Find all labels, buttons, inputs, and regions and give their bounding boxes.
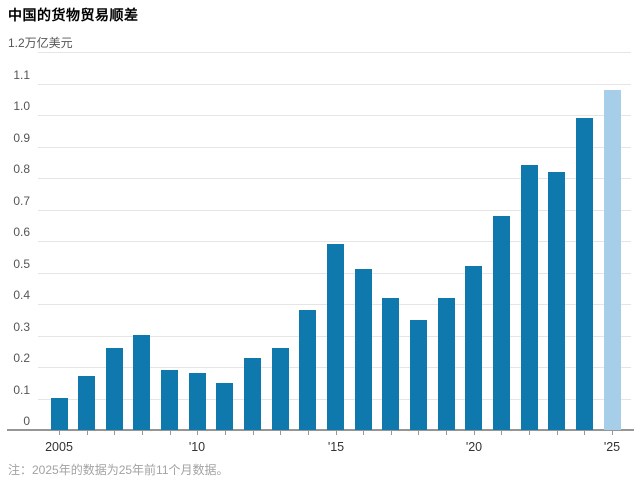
gridline — [38, 52, 631, 53]
bar-2018 — [410, 320, 427, 430]
bar-2023 — [548, 172, 565, 430]
bar-2009 — [161, 370, 178, 430]
x-axis-tick — [584, 431, 585, 435]
bar-2022 — [521, 165, 538, 430]
bar-2017 — [382, 298, 399, 430]
x-axis-tick — [253, 431, 254, 435]
y-axis-label: 1.1 — [13, 68, 30, 82]
bar-2016 — [355, 269, 372, 430]
x-axis-tick — [501, 431, 502, 435]
x-axis-label: '25 — [603, 440, 621, 454]
x-axis-label: 2005 — [45, 440, 73, 454]
bar-2005 — [51, 398, 68, 430]
x-axis-label: '20 — [465, 440, 483, 454]
y-axis-label: 1.0 — [13, 99, 30, 113]
y-axis-label: 0.5 — [13, 257, 30, 271]
y-axis-label: 0.2 — [13, 351, 30, 365]
bar-2014 — [299, 310, 316, 430]
gridline — [38, 115, 631, 116]
bar-2015 — [327, 244, 344, 430]
y-axis-label: 0.3 — [13, 320, 30, 334]
x-axis-tick — [363, 431, 364, 435]
x-axis-tick — [336, 431, 337, 435]
x-axis-tick — [474, 431, 475, 435]
x-axis-line — [7, 429, 634, 431]
bar-2025 — [604, 90, 621, 430]
y-axis-label: 0.8 — [13, 162, 30, 176]
y-axis-label: 0.1 — [13, 383, 30, 397]
bar-2007 — [106, 348, 123, 430]
bar-2013 — [272, 348, 289, 430]
bar-2011 — [216, 383, 233, 430]
x-axis-tick — [59, 431, 60, 435]
x-axis-tick — [280, 431, 281, 435]
bar-2019 — [438, 298, 455, 430]
bar-2012 — [244, 358, 261, 430]
x-axis-tick — [308, 431, 309, 435]
y-axis-label: 0 — [23, 414, 30, 428]
gridline — [38, 241, 631, 242]
x-axis-tick — [114, 431, 115, 435]
y-axis-label: 0.6 — [13, 225, 30, 239]
x-axis-tick — [529, 431, 530, 435]
bar-2021 — [493, 216, 510, 430]
x-axis-tick — [557, 431, 558, 435]
y-axis-label: 1.2万亿美元 — [8, 36, 76, 50]
bar-2024 — [576, 118, 593, 430]
x-axis-tick — [142, 431, 143, 435]
gridline — [38, 84, 631, 85]
bar-2020 — [465, 266, 482, 430]
gridline — [38, 178, 631, 179]
bar-2010 — [189, 373, 206, 430]
gridline — [38, 210, 631, 211]
x-axis-label: '15 — [327, 440, 345, 454]
bar-2008 — [133, 335, 150, 430]
x-axis-tick — [197, 431, 198, 435]
x-axis-tick — [418, 431, 419, 435]
gridline — [38, 147, 631, 148]
chart-note: 注：2025年的数据为25年前11个月数据。 — [8, 463, 229, 477]
x-axis-tick — [612, 431, 613, 435]
x-axis-tick — [391, 431, 392, 435]
chart-title: 中国的货物贸易顺差 — [8, 7, 139, 23]
x-axis-tick — [446, 431, 447, 435]
bar-2006 — [78, 376, 95, 430]
x-axis-tick — [170, 431, 171, 435]
y-axis-label: 0.7 — [13, 194, 30, 208]
y-axis-label: 0.9 — [13, 131, 30, 145]
x-axis-tick — [87, 431, 88, 435]
x-axis-tick — [225, 431, 226, 435]
y-axis-label: 0.4 — [13, 288, 30, 302]
x-axis-label: '10 — [188, 440, 206, 454]
